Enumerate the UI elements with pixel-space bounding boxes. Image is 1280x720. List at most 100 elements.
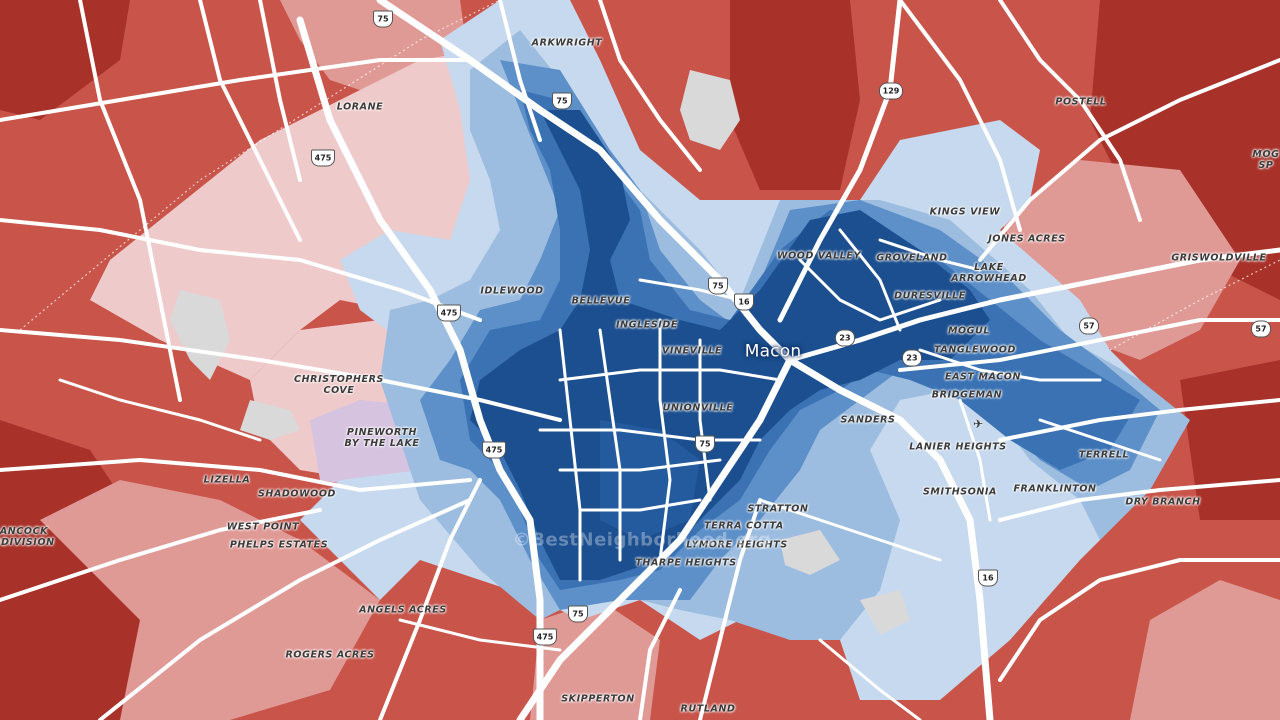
road-ne-1 (898, 0, 1022, 232)
road-grid-e5 (1038, 418, 1162, 462)
road-grid-e1 (838, 228, 902, 332)
road-s-4 (758, 498, 942, 562)
sr57-east (898, 318, 1280, 372)
road-nw-3 (78, 0, 182, 402)
road-w-5 (58, 378, 262, 442)
label-duresville: DURESVILLE (894, 290, 966, 302)
road-sw-2 (0, 508, 322, 602)
shield-i75-north: 75 (373, 10, 393, 28)
label-griswoldville: GRISWOLDVILLE (1171, 252, 1267, 264)
label-mogul-springs: MOG SP (1252, 149, 1280, 171)
shield-i16-south: 16 (978, 569, 998, 587)
road-nw-2 (198, 0, 302, 242)
us-23-east (787, 247, 1280, 363)
label-city-macon: Macon (744, 341, 802, 362)
shield-i475-mid: 475 (437, 304, 461, 322)
shield-i475-south: 475 (482, 441, 506, 459)
label-bridgeman: BRIDGEMAN (931, 389, 1003, 401)
shield-i75-center: 75 (695, 435, 715, 453)
label-terrell: TERRELL (1078, 449, 1130, 461)
label-groveland: GROVELAND (876, 252, 948, 264)
road-south-2 (698, 498, 762, 720)
region-dark-red-ne2 (1090, 0, 1280, 300)
road-grid-9 (638, 278, 742, 302)
label-wood-valley: WOOD VALLEY (777, 250, 861, 262)
road-grid-4 (578, 498, 702, 512)
shield-us129: 129 (879, 82, 903, 100)
road-e-1 (998, 398, 1280, 442)
label-smithsonia: SMITHSONIA (922, 486, 998, 498)
road-grid-e2 (798, 258, 942, 322)
road-grid-3 (558, 458, 722, 472)
region-dark-red-nw (0, 0, 130, 120)
label-phelps-estates: PHELPS ESTATES (229, 539, 329, 551)
region-lavender-w (310, 400, 420, 490)
label-unionville: UNIONVILLE (662, 402, 734, 414)
road-grid-e3 (878, 238, 982, 272)
water-south-2 (860, 590, 910, 635)
label-shadowood: SHADOWOOD (257, 488, 337, 500)
label-lizella: LIZELLA (203, 474, 251, 486)
region-light-red-s (530, 600, 660, 720)
label-west-point: WEST POINT (226, 521, 300, 533)
lake-west (170, 290, 230, 380)
interstate-475 (296, 16, 544, 720)
label-tanglewood: TANGLEWOOD (934, 344, 1016, 356)
label-terra-cotta: TERRA COTTA (704, 520, 784, 532)
road-grid-2 (538, 428, 762, 442)
label-skipperton: SKIPPERTON (561, 693, 635, 705)
lake-northwest (680, 70, 740, 150)
label-rogers-acres: ROGERS ACRES (285, 649, 375, 661)
shield-i75-arkwright: 75 (552, 92, 572, 110)
road-se-2 (998, 478, 1280, 522)
region-dark-red-ne (730, 0, 860, 190)
road-south-3 (638, 588, 682, 720)
road-grid-e4 (918, 348, 1102, 382)
road-grid-1 (558, 368, 782, 382)
road-ne-2 (978, 58, 1280, 262)
water-south-1 (780, 530, 840, 575)
label-arkwright: ARKWRIGHT (531, 37, 603, 49)
shield-sr57-a: 57 (1079, 317, 1099, 335)
label-christophers-cove: CHRISTOPHERS COVE (294, 374, 384, 396)
shield-i475-bottom: 475 (533, 628, 557, 646)
watermark: ©BestNeighborhood.org (512, 529, 772, 551)
road-grid-7 (558, 328, 582, 582)
label-ingleside: INGLESIDE (616, 319, 678, 331)
road-n-2 (498, 0, 542, 142)
label-lymore-heights: LYMORE HEIGHTS (686, 539, 788, 551)
label-rutland: RUTLAND (680, 703, 736, 715)
label-east-macon: EAST MACON (945, 371, 1021, 383)
label-postell: POSTELL (1055, 96, 1107, 108)
label-lanier-heights: LANIER HEIGHTS (909, 441, 1007, 453)
label-hancock-subdivision: ANCOCK BDIVISION (0, 526, 55, 548)
road-grid-6 (658, 318, 672, 562)
road-s-5 (398, 618, 562, 652)
interstate-16 (786, 356, 994, 720)
shield-i75-south: 75 (568, 605, 588, 623)
road-west-3 (0, 458, 472, 492)
road-sw-1 (98, 498, 472, 720)
label-angels-acres: ANGELS ACRES (359, 604, 447, 616)
label-jones-acres: JONES ACRES (988, 233, 1066, 245)
shield-i16-downtown: 16 (734, 293, 754, 311)
label-bellevue: BELLEVUE (571, 295, 631, 307)
label-lake-arrowhead: LAKE ARROWHEAD (951, 262, 1027, 284)
shield-us23-a: 23 (835, 329, 855, 347)
road-n-1 (598, 0, 702, 172)
label-tharpe-heights: THARPE HEIGHTS (635, 557, 737, 569)
road-south-1 (378, 478, 482, 720)
region-light-red-w (40, 480, 380, 720)
label-franklinton: FRANKLINTON (1013, 483, 1097, 495)
region-dark-red-e (1180, 360, 1280, 520)
road-west-1 (0, 218, 482, 322)
road-grid-8 (698, 338, 712, 502)
label-lorane: LORANE (336, 101, 384, 113)
label-kings-view: KINGS VIEW (929, 206, 1001, 218)
road-w-4 (258, 0, 302, 182)
label-stratton: STRATTON (747, 503, 809, 515)
shield-i75-downtown: 75 (708, 277, 728, 295)
